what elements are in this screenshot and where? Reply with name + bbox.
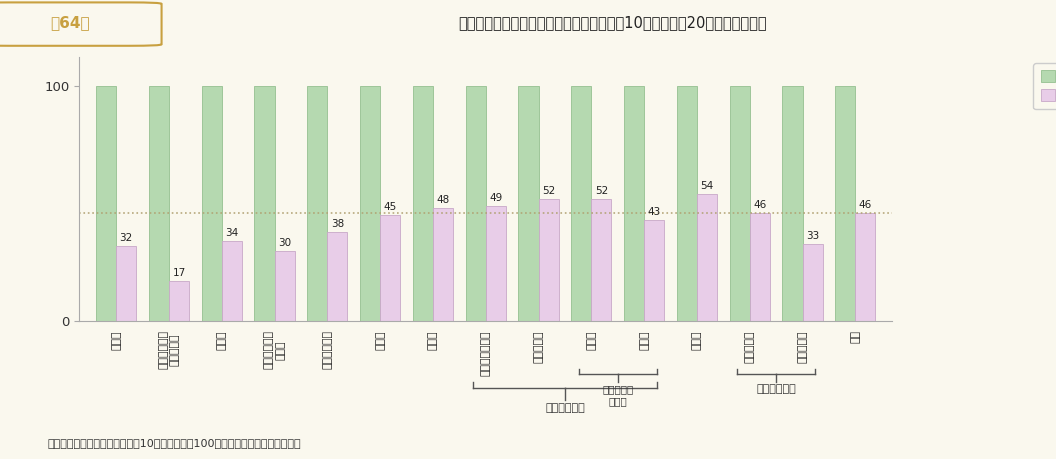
Text: 商工費: 商工費 (375, 330, 385, 350)
Bar (307, 86, 327, 321)
Bar (677, 86, 697, 321)
Text: 衛生費: 衛生費 (216, 330, 227, 350)
Text: 街路費: 街路費 (586, 330, 597, 350)
Text: 公園費: 公園費 (639, 330, 649, 350)
Bar (539, 199, 559, 321)
Text: 49: 49 (489, 193, 503, 203)
Text: 農林水産業費: 農林水産業費 (322, 330, 333, 369)
Text: 合計: 合計 (850, 330, 861, 343)
Text: 54: 54 (700, 181, 714, 191)
Text: 38: 38 (331, 219, 344, 229)
Bar (782, 86, 803, 321)
Bar (518, 86, 539, 321)
Text: 高等学校費: 高等学校費 (744, 330, 755, 363)
Bar (433, 208, 453, 321)
Bar (169, 281, 189, 321)
Text: 17: 17 (172, 269, 186, 279)
Text: 民生費: 民生費 (111, 330, 121, 350)
Text: 教育費: 教育費 (692, 330, 702, 350)
Text: 土木費: 土木費 (428, 330, 438, 350)
Bar (413, 86, 433, 321)
Bar (116, 246, 136, 321)
Text: 43: 43 (647, 207, 661, 217)
Bar (327, 232, 347, 321)
Text: 民生費のうち
老人福祉費: 民生費のうち 老人福祉費 (158, 330, 180, 369)
Bar (750, 213, 770, 321)
Bar (486, 206, 506, 321)
Text: 社会教育費: 社会教育費 (797, 330, 808, 363)
Text: 46: 46 (753, 200, 767, 210)
Bar (835, 86, 855, 321)
Text: 筤64図: 筤64図 (50, 16, 90, 31)
Bar (254, 86, 275, 321)
Legend: 平成10年度, 平成20年度: 平成10年度, 平成20年度 (1034, 63, 1056, 109)
Bar (697, 194, 717, 321)
Text: 土木費のうち: 土木費のうち (545, 403, 585, 413)
Text: 都市計画費
のうち: 都市計画費 のうち (602, 384, 634, 406)
Bar (644, 220, 664, 321)
FancyBboxPatch shape (0, 2, 162, 46)
Bar (466, 86, 486, 321)
Bar (275, 251, 295, 321)
Bar (591, 199, 611, 321)
Text: 都市計画費: 都市計画費 (533, 330, 544, 363)
Bar (96, 86, 116, 321)
Text: 道路橋りょう費: 道路橋りょう費 (480, 330, 491, 376)
Text: 教育費のうち: 教育費のうち (756, 384, 796, 394)
Bar (730, 86, 750, 321)
Text: 普通建設事業費の目的別内訳の状況（平成10年度と平成20年度との比較）: 普通建設事業費の目的別内訳の状況（平成10年度と平成20年度との比較） (458, 16, 767, 31)
Bar (571, 86, 591, 321)
Text: 52: 52 (595, 186, 608, 196)
Text: 46: 46 (859, 200, 872, 210)
Text: 32: 32 (119, 233, 133, 243)
Bar (222, 241, 242, 321)
Text: 34: 34 (225, 228, 239, 238)
Text: 衛生費のうち
清掃費: 衛生費のうち 清掃費 (264, 330, 285, 369)
Text: 45: 45 (383, 202, 397, 213)
Text: 52: 52 (542, 186, 555, 196)
Bar (855, 213, 875, 321)
Bar (380, 215, 400, 321)
Text: 48: 48 (436, 196, 450, 205)
Text: （注）　数値は、各項目の平成10年度の数値を100として算出した指数である。: （注） 数値は、各項目の平成10年度の数値を100として算出した指数である。 (48, 437, 301, 448)
Text: 33: 33 (806, 231, 819, 241)
Bar (624, 86, 644, 321)
Bar (803, 244, 823, 321)
Text: 30: 30 (278, 238, 291, 248)
Bar (202, 86, 222, 321)
Bar (360, 86, 380, 321)
Bar (149, 86, 169, 321)
